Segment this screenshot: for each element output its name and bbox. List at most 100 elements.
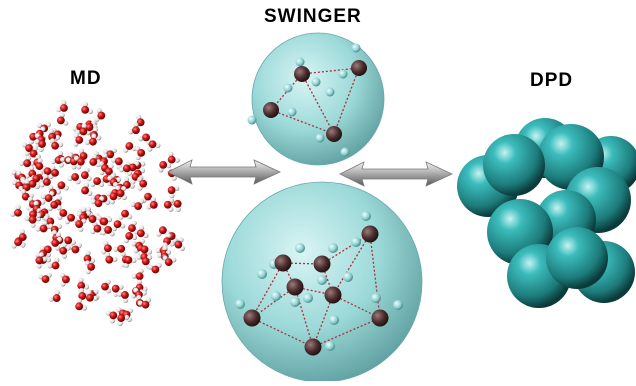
water-molecule — [75, 298, 88, 311]
water-molecule — [116, 185, 127, 200]
water-molecule — [51, 236, 63, 251]
oxygen-atom — [294, 66, 310, 82]
hydrogen-atom — [315, 133, 325, 143]
hydrogen-atom — [371, 293, 381, 303]
hydrogen-atom — [340, 147, 350, 157]
hydrogen-atom — [295, 243, 305, 253]
water-molecule — [101, 240, 112, 255]
water-molecule — [117, 314, 130, 327]
water-molecule — [81, 182, 93, 196]
water-molecule — [123, 256, 137, 268]
water-molecule — [35, 256, 48, 269]
water-molecule — [48, 290, 61, 302]
oxygen-atom — [243, 309, 261, 327]
water-molecule — [77, 277, 90, 290]
water-molecule — [80, 167, 92, 182]
dpd-bead — [546, 227, 608, 289]
water-molecule — [111, 220, 126, 232]
water-molecule — [73, 132, 84, 147]
water-molecule — [147, 140, 161, 152]
hydrogen-atom — [311, 77, 321, 87]
water-molecule — [147, 262, 162, 274]
water-molecule — [81, 101, 93, 115]
water-molecule — [113, 244, 126, 257]
md-water-cloud — [10, 99, 185, 327]
water-molecule — [125, 161, 140, 172]
top-sphere-atoms — [247, 43, 367, 157]
water-molecule — [118, 209, 133, 220]
water-molecule — [84, 133, 97, 146]
water-molecule — [118, 164, 133, 176]
hydrogen-atom — [257, 269, 267, 279]
water-molecule — [100, 226, 115, 237]
hydrogen-atom — [295, 57, 305, 67]
hydrogen-atom — [351, 43, 361, 53]
hydrogen-atom — [325, 341, 335, 351]
water-molecule — [128, 122, 140, 135]
water-molecule — [90, 196, 105, 208]
hydrogen-atom — [361, 211, 371, 221]
water-molecule — [47, 257, 60, 270]
water-molecule — [67, 242, 82, 254]
water-molecule — [130, 198, 144, 210]
water-molecule — [48, 165, 59, 180]
water-molecule — [24, 215, 37, 228]
double-arrow-icon — [167, 159, 281, 185]
water-molecule — [19, 155, 32, 168]
water-molecule — [24, 165, 37, 179]
dpd-bead-cluster — [457, 118, 636, 308]
hydrogen-atom — [235, 299, 245, 309]
water-molecule — [34, 139, 46, 153]
water-molecule — [104, 252, 118, 264]
water-molecule — [123, 142, 137, 153]
water-molecule — [56, 99, 68, 113]
hydrogen-atom — [393, 300, 403, 310]
oxygen-atom — [371, 309, 389, 327]
water-molecule — [123, 232, 138, 244]
water-molecule — [167, 185, 180, 199]
water-molecule — [106, 191, 118, 205]
water-molecule — [135, 146, 146, 161]
water-molecule — [89, 154, 101, 168]
water-molecule — [102, 147, 117, 159]
oxygen-atom — [286, 278, 304, 296]
water-molecule — [59, 245, 71, 259]
water-molecule — [128, 220, 139, 235]
hydrogen-atom — [317, 275, 327, 285]
hydrogen-atom — [328, 243, 338, 253]
hydrogen-atom — [303, 293, 313, 303]
water-molecule — [62, 236, 76, 248]
dpd-label: DPD — [530, 70, 574, 91]
hydrogen-atom — [271, 291, 281, 301]
water-molecule — [40, 190, 55, 203]
water-molecule — [101, 279, 112, 294]
hydrogen-atom — [287, 107, 297, 117]
oxygen-atom — [274, 254, 292, 272]
water-molecule — [47, 200, 62, 212]
hydrogen-atom — [290, 297, 300, 307]
water-molecule — [86, 289, 98, 302]
water-molecule — [10, 204, 22, 217]
water-molecule — [167, 151, 180, 164]
swinger-label: SWINGER — [264, 6, 362, 27]
swinger-bottom-sphere — [221, 181, 423, 383]
water-molecule — [174, 237, 185, 252]
water-molecule — [38, 272, 52, 284]
water-molecule — [137, 176, 148, 191]
water-molecule — [146, 196, 158, 210]
hydrogen-atom — [343, 272, 353, 282]
water-molecule — [122, 176, 135, 189]
water-molecule — [158, 160, 172, 173]
water-molecule — [163, 197, 174, 212]
bottom-sphere-atoms — [235, 211, 403, 356]
water-molecule — [39, 174, 51, 188]
top-sphere-bonds — [270, 67, 360, 135]
md-label: MD — [70, 68, 102, 89]
double-arrow-icon — [339, 161, 453, 187]
water-molecule — [131, 268, 144, 281]
hydrogen-atom — [329, 315, 339, 325]
oxygen-atom — [324, 286, 342, 304]
water-molecule — [141, 254, 153, 269]
